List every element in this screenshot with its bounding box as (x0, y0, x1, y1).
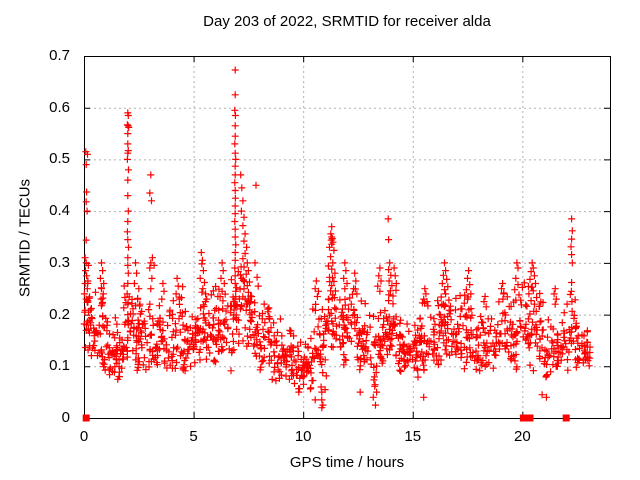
x-tick-label: 5 (189, 428, 198, 445)
plot-border (84, 56, 611, 419)
x-tick-label: 20 (513, 428, 531, 445)
grid-lines (84, 56, 610, 418)
y-tick-label: 0.6 (49, 98, 70, 116)
scatter-plus-markers (80, 66, 594, 412)
x-tick-label: 15 (404, 428, 422, 445)
y-tick-label: 0.4 (49, 202, 70, 220)
x-axis-label: GPS time / hours (289, 454, 405, 471)
y-tick-label: 0.7 (49, 47, 70, 64)
zero-flag-square (82, 414, 90, 422)
y-tick-label: 0 (61, 409, 70, 426)
axis-ticks (84, 56, 610, 419)
x-tick-label: 0 (79, 428, 89, 445)
zero-flag-square (562, 414, 570, 422)
y-tick-label: 0.1 (49, 357, 70, 375)
y-tick-label: 0.3 (49, 253, 70, 271)
y-tick-label: 0.5 (49, 150, 70, 168)
y-tick-label: 0.2 (49, 305, 70, 323)
x-tick-label: 10 (294, 428, 312, 445)
zero-flag-square (526, 414, 534, 422)
chart-title: Day 203 of 2022, SRMTID for receiver ald… (203, 13, 491, 30)
